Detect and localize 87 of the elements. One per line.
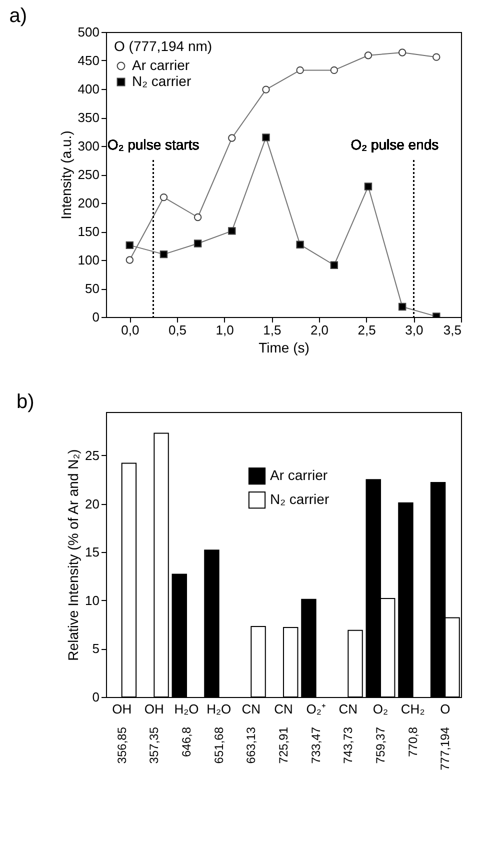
text: 356,85 <box>114 726 129 764</box>
legend-label: N₂ carrier <box>132 73 192 89</box>
y-tick-label: 100 <box>78 252 100 268</box>
point <box>432 53 440 61</box>
point <box>160 250 168 258</box>
y-axis-title: Relative Intensity (% of Ar and N₂) <box>65 449 82 661</box>
x-tick-label: H₂O <box>206 702 232 716</box>
text: 743,73 <box>341 726 356 764</box>
point <box>126 256 134 264</box>
point <box>296 240 304 248</box>
text: 663,13 <box>244 726 258 764</box>
y-tick-label: 250 <box>78 167 100 182</box>
point <box>194 213 202 222</box>
text: 759,37 <box>373 726 388 764</box>
bar <box>283 626 298 698</box>
x-tick-label: 1,0 <box>216 322 234 338</box>
y-tick-label: 50 <box>85 281 100 296</box>
x-tick-label: O <box>440 702 450 716</box>
y-tick-label: 200 <box>78 196 100 210</box>
y-tick-label: 15 <box>85 544 100 560</box>
text: 725,91 <box>276 726 290 764</box>
bar <box>398 502 414 698</box>
x-tick-label: H₂O <box>174 702 199 716</box>
bar <box>301 598 316 698</box>
point <box>364 182 372 190</box>
point <box>364 52 372 60</box>
x-tick-label: CN <box>338 702 358 716</box>
y-tick-label: 150 <box>78 224 100 239</box>
x-tick-label: CN <box>242 702 261 716</box>
bar <box>250 626 266 698</box>
point <box>262 134 270 142</box>
x-tick-label: CH₂ <box>400 702 425 716</box>
point <box>228 227 236 235</box>
y-tick-label: 20 <box>85 496 100 512</box>
point <box>262 86 270 94</box>
x-tick-label: 2,5 <box>358 322 376 338</box>
x-tick-label: O₂ <box>372 702 388 716</box>
legend-title: O (777,194 nm) <box>114 38 212 54</box>
y-tick-label: 500 <box>78 24 100 40</box>
point <box>296 66 304 74</box>
text: 770,8 <box>406 726 420 758</box>
y-tick-label: 5 <box>92 641 100 656</box>
chart-title: a) <box>9 5 28 27</box>
legend-label: Ar carrier <box>270 467 328 483</box>
bar <box>204 550 220 698</box>
ref-line-label: O₂ pulse ends <box>350 136 439 152</box>
ref-line-label: O₂ pulse starts <box>107 136 200 152</box>
point <box>330 66 338 74</box>
x-tick-label: OH <box>112 702 132 716</box>
y-tick-label: 0 <box>92 310 100 324</box>
y-tick-label: 450 <box>78 53 100 68</box>
x-tick-label: OH <box>144 702 164 716</box>
bar <box>348 630 363 698</box>
text: 733,47 <box>308 726 323 764</box>
bar <box>172 574 188 698</box>
point <box>398 48 406 56</box>
bar <box>121 462 137 698</box>
x-tick-label: 0,0 <box>121 322 140 338</box>
x-tick-label: O₂⁺ <box>306 702 326 716</box>
point <box>160 193 168 202</box>
text: 777,194 <box>438 726 452 770</box>
chart-title: b) <box>16 391 34 413</box>
x-tick-label: 3,5 <box>443 322 462 338</box>
point <box>228 134 236 142</box>
text: 651,68 <box>212 726 226 764</box>
point <box>398 302 406 311</box>
y-tick-label: 300 <box>78 138 100 154</box>
text: 646,8 <box>180 726 194 758</box>
y-tick-label: 10 <box>85 592 100 608</box>
legend-label: Ar carrier <box>132 57 190 73</box>
text: 357,35 <box>147 726 162 764</box>
y-axis-title: Intensity (a.u.) <box>58 130 74 220</box>
point <box>330 261 338 269</box>
y-tick-label: 0 <box>92 690 100 704</box>
point <box>126 241 134 250</box>
bar <box>154 432 169 698</box>
y-tick-label: 25 <box>85 448 100 463</box>
x-axis-title: Time (s) <box>258 340 310 356</box>
y-tick-label: 350 <box>78 110 100 125</box>
point <box>194 240 202 248</box>
x-tick-label: 3,0 <box>405 322 424 338</box>
x-tick-label: 2,0 <box>310 322 329 338</box>
legend-label: N₂ carrier <box>270 491 330 507</box>
y-tick-label: 400 <box>78 82 100 96</box>
x-tick-label: CN <box>274 702 293 716</box>
x-tick-label: 1,5 <box>263 322 282 338</box>
x-tick-label: 0,5 <box>168 322 187 338</box>
